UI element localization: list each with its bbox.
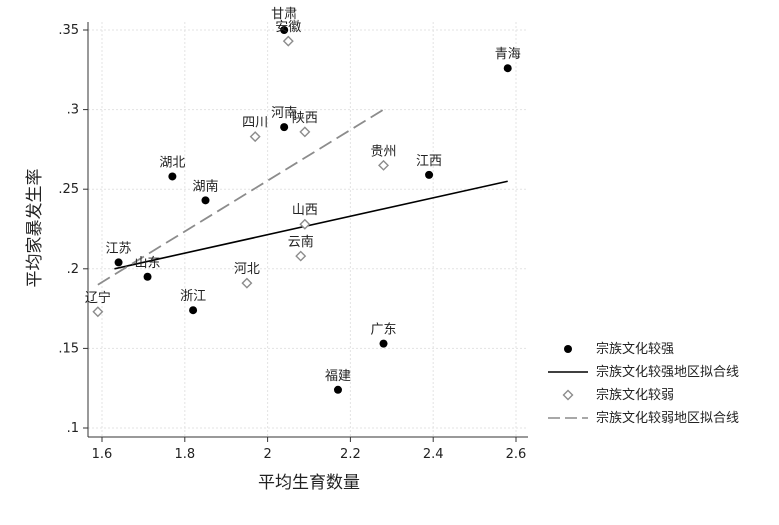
x-axis-title: 平均生育数量 <box>258 473 360 493</box>
x-tick-label: 2.6 <box>506 447 527 462</box>
legend-label: 宗族文化较强地区拟合线 <box>596 364 739 380</box>
weak-point <box>299 126 311 138</box>
x-tick-label: 2 <box>263 447 271 462</box>
point-label: 安徽 <box>275 20 301 35</box>
weak-point <box>241 277 253 289</box>
point-label: 云南 <box>288 234 314 250</box>
axes: 1.6 1.8 2 2.2 2.4 2.6 .1 .15 .2 .25 .3 .35 <box>58 22 528 462</box>
y-tick-label: .25 <box>58 182 79 197</box>
x-tick-label: 2.4 <box>423 447 444 462</box>
strong-point <box>379 339 388 348</box>
point-label: 福建 <box>325 369 351 384</box>
y-tick-label: .35 <box>58 23 79 38</box>
data-points <box>92 26 512 394</box>
point-label: 河南 <box>271 105 297 121</box>
x-tick-label: 1.8 <box>174 447 195 462</box>
weak-point <box>92 306 104 318</box>
strong-point <box>114 258 123 267</box>
point-label: 江苏 <box>106 240 132 256</box>
x-tick-label: 2.2 <box>340 447 361 462</box>
strong-point <box>168 172 177 181</box>
y-tick-label: .1 <box>67 421 79 436</box>
weak-point <box>295 250 307 262</box>
strong-point <box>143 272 152 281</box>
grid-lines <box>88 22 528 437</box>
point-label: 山东 <box>135 256 161 271</box>
y-tick-label: .3 <box>67 103 79 118</box>
point-label: 浙江 <box>180 289 206 304</box>
weak-fit-line <box>97 108 384 286</box>
weak-point <box>249 131 261 143</box>
point-label: 广东 <box>371 323 397 338</box>
point-label: 山西 <box>292 203 318 218</box>
strong-point <box>201 196 210 205</box>
x-tick-label: 1.6 <box>92 447 113 462</box>
strong-point <box>425 170 434 179</box>
point-label: 甘肃 <box>271 7 297 22</box>
strong-point <box>280 123 289 132</box>
strong-point <box>280 26 289 34</box>
point-label: 江西 <box>416 154 442 169</box>
point-label: 青海 <box>495 47 521 62</box>
point-label: 四川 <box>242 116 268 131</box>
strong-point <box>333 385 342 394</box>
point-label: 河北 <box>234 262 260 277</box>
y-axis-title: 平均家暴发生率 <box>25 169 45 288</box>
weak-point <box>282 35 294 47</box>
strong-point <box>189 306 198 315</box>
legend-label: 宗族文化较弱地区拟合线 <box>596 410 739 426</box>
point-label: 贵州 <box>371 144 397 159</box>
point-label: 辽宁 <box>85 290 111 306</box>
y-tick-label: .15 <box>58 341 79 356</box>
legend-marker <box>562 389 574 401</box>
strong-point <box>503 64 512 73</box>
point-label: 湖北 <box>159 155 185 170</box>
legend-marker <box>564 345 572 353</box>
weak-point <box>378 159 390 171</box>
y-tick-label: .2 <box>67 262 79 277</box>
point-label: 陕西 <box>292 111 318 126</box>
weak-point <box>299 218 311 230</box>
legend-label: 宗族文化较弱 <box>596 387 674 403</box>
legend-label: 宗族文化较强 <box>596 341 674 357</box>
point-label: 湖南 <box>192 178 218 194</box>
fit-lines <box>97 108 508 286</box>
strong-fit-line <box>114 180 508 270</box>
